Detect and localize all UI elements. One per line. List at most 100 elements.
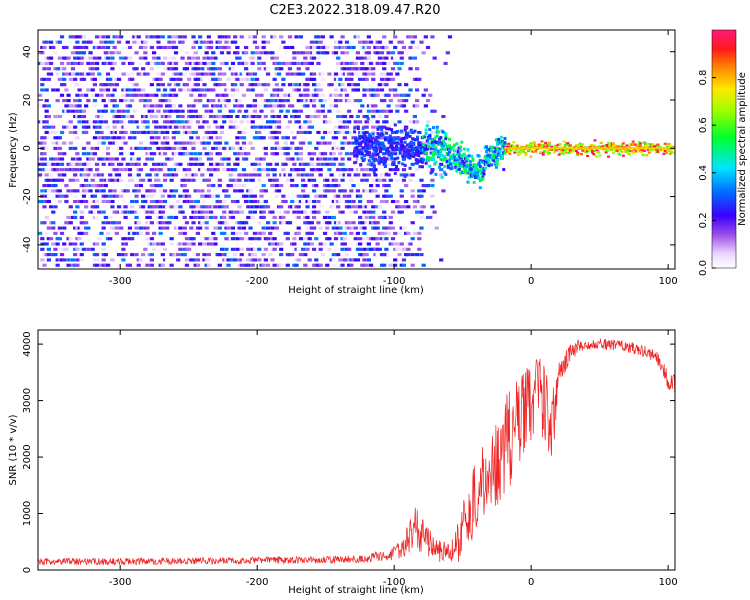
heatmap-cell [94,61,100,65]
heatmap-cell [114,109,119,113]
heatmap-cell [202,146,207,150]
heatmap-cell [552,151,556,154]
heatmap-cell [187,199,192,204]
heatmap-cell [395,205,400,209]
heatmap-cell [53,146,58,150]
heatmap-cell [466,147,470,151]
heatmap-cell [48,157,54,161]
heatmap-cell [382,56,387,60]
heatmap-cell [143,130,148,135]
heatmap-cell [165,114,170,119]
heatmap-cell [261,226,266,230]
heatmap-cell [393,157,397,161]
heatmap-cell [383,164,387,168]
heatmap-cell [298,210,304,214]
heatmap-cell [94,67,100,71]
heatmap-cell [340,88,345,92]
heatmap-cell [79,247,84,251]
heatmap-cell [336,205,341,209]
heatmap-cell [204,72,209,76]
heatmap-cell [70,157,76,161]
heatmap-cell [130,99,135,103]
heatmap-cell [208,114,214,119]
heatmap-cell [404,99,409,103]
heatmap-cell [187,141,192,145]
heatmap-cell [162,199,168,204]
heatmap-cell [303,120,308,124]
heatmap-cell [270,56,275,60]
heatmap-cell [272,136,277,140]
heatmap-cell [390,199,396,204]
heatmap-cell [466,158,470,162]
heatmap-cell [206,258,211,262]
heatmap-cell [64,221,69,225]
heatmap-cell [112,189,117,193]
heatmap-cell [425,45,431,50]
heatmap-cell [425,139,429,143]
heatmap-cell [40,189,45,193]
heatmap-cell [191,258,196,262]
heatmap-cell [219,247,225,251]
heatmap-cell [338,45,343,50]
heatmap-cell [70,104,76,108]
heatmap-cell [296,67,301,71]
heatmap-cell [384,120,389,124]
heatmap-cell [136,258,141,262]
heatmap-cell [94,253,100,257]
heatmap-cell [362,72,367,76]
heatmap-cell [259,199,264,204]
heatmap-cell [382,35,387,39]
heatmap-cell [182,242,187,246]
heatmap-cell [228,258,233,262]
heatmap-cell [338,189,343,193]
heatmap-cell [298,93,304,97]
heatmap-cell [55,40,60,44]
heatmap-cell [38,141,43,145]
heatmap-cell [303,88,308,92]
heatmap-cell [51,120,56,124]
heatmap-cell [336,226,341,230]
heatmap-cell [294,173,299,177]
heatmap-cell [417,150,421,154]
heatmap-cell [191,61,196,65]
heatmap-cell [362,45,367,50]
heatmap-cell [274,226,279,230]
heatmap-cell [574,149,578,153]
heatmap-cell [75,109,80,113]
heatmap-cell [296,72,301,76]
heatmap-cell [333,184,339,188]
heatmap-cell [340,83,345,87]
heatmap-cell [390,143,394,147]
heatmap-cell [281,168,286,172]
heatmap-cell [99,88,104,92]
heatmap-cell [211,88,216,92]
heatmap-cell [279,247,284,251]
heatmap-cell [246,258,251,262]
heatmap-cell [195,114,201,119]
heatmap-cell [290,184,295,188]
heatmap-cell [116,109,122,113]
heatmap-cell [423,147,427,151]
heatmap-cell [149,263,154,267]
heatmap-cell [116,146,122,150]
heatmap-cell [342,226,347,230]
heatmap-cell [73,125,78,129]
heatmap-cell [237,258,242,262]
heatmap-cell [79,184,84,188]
heatmap-cell [112,221,117,225]
heatmap-cell [358,120,363,124]
heatmap-cell [180,152,185,156]
heatmap-cell [123,45,128,50]
heatmap-cell [301,61,306,65]
heatmap-cell [314,146,319,150]
heatmap-cell [222,258,227,262]
heatmap-cell [272,215,277,219]
heatmap-cell [241,184,247,188]
heatmap-cell [200,205,205,209]
heatmap-cell [147,178,152,182]
heatmap-cell [213,77,218,81]
heatmap-cell [66,56,71,60]
heatmap-cell [382,45,387,50]
heatmap-cell [274,72,279,76]
heatmap-cell [347,77,352,81]
